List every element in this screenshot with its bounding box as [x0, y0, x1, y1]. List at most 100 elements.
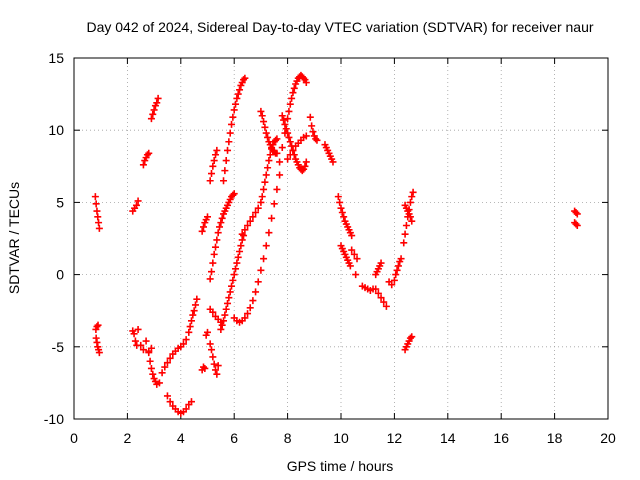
series-s8 — [147, 94, 162, 123]
series-s9 — [145, 295, 201, 388]
data-point — [394, 262, 402, 270]
data-point — [154, 94, 162, 102]
data-point — [408, 333, 416, 341]
data-point — [147, 364, 155, 372]
y-axis-label: SDTVAR / TECUs — [6, 182, 22, 294]
series-s10 — [163, 392, 195, 417]
data-point — [377, 259, 385, 267]
series-s11 — [198, 213, 211, 235]
data-point — [166, 354, 174, 362]
data-point — [406, 213, 414, 221]
data-point — [572, 209, 580, 217]
x-tick-label: 18 — [547, 430, 563, 446]
x-tick-label: 14 — [440, 430, 456, 446]
data-point — [284, 115, 292, 123]
data-point — [149, 370, 157, 378]
chart-title: Day 042 of 2024, Sidereal Day-to-day VTE… — [86, 19, 593, 35]
series-s2 — [92, 321, 102, 333]
data-point — [240, 76, 248, 84]
data-point — [190, 307, 198, 315]
series-s6 — [139, 149, 153, 169]
data-point — [346, 262, 354, 270]
series-s18 — [220, 74, 249, 185]
data-point — [406, 198, 414, 206]
data-point — [338, 209, 346, 217]
data-point — [348, 232, 356, 240]
data-point — [226, 288, 234, 296]
data-point — [290, 84, 298, 92]
data-point — [206, 275, 214, 283]
data-point — [289, 89, 297, 97]
series-s5 — [129, 325, 142, 349]
data-point — [573, 210, 581, 218]
data-point — [262, 242, 270, 250]
data-point — [272, 136, 280, 144]
data-point — [254, 204, 262, 212]
data-point — [337, 204, 345, 212]
data-point — [229, 113, 237, 121]
data-point — [199, 363, 207, 371]
x-tick-label: 6 — [230, 430, 238, 446]
data-point — [402, 222, 410, 230]
data-point — [241, 74, 249, 82]
data-point — [276, 171, 284, 179]
data-point — [246, 304, 254, 312]
data-point — [244, 222, 252, 230]
data-point — [201, 364, 209, 372]
data-point — [573, 222, 581, 230]
series-s22 — [276, 71, 310, 166]
data-point — [93, 338, 101, 346]
data-point — [353, 255, 361, 263]
series-s13 — [206, 146, 221, 185]
data-point — [224, 299, 232, 307]
data-point — [206, 340, 214, 348]
data-point — [236, 247, 244, 255]
data-point — [374, 289, 382, 297]
chart-grid — [74, 58, 608, 419]
data-point — [265, 157, 273, 165]
data-point — [209, 162, 217, 170]
series-s24 — [284, 132, 310, 163]
data-point — [280, 116, 288, 124]
data-point — [226, 129, 234, 137]
data-point — [234, 90, 242, 98]
data-point — [230, 190, 238, 198]
data-point — [187, 398, 195, 406]
data-point — [278, 144, 286, 152]
data-point — [289, 146, 297, 154]
series-s15 — [206, 340, 222, 378]
plot-frame — [73, 57, 609, 420]
x-tick-label: 8 — [284, 430, 292, 446]
data-point — [273, 149, 281, 157]
data-point — [210, 157, 218, 165]
data-point — [214, 229, 222, 237]
data-point — [302, 132, 310, 140]
series-s34 — [385, 255, 405, 289]
data-point — [284, 129, 292, 137]
data-point — [182, 336, 190, 344]
series-s3 — [92, 334, 103, 357]
data-point — [240, 232, 248, 240]
data-point — [278, 112, 286, 120]
data-point — [352, 271, 360, 279]
data-point — [252, 209, 260, 217]
data-point — [261, 123, 269, 131]
data-point — [408, 193, 416, 201]
data-point — [249, 213, 257, 221]
data-point — [273, 135, 281, 143]
data-point — [258, 193, 266, 201]
data-point — [146, 357, 154, 365]
data-point — [258, 112, 266, 120]
data-point — [388, 281, 396, 289]
data-point — [217, 219, 225, 227]
data-point — [182, 405, 190, 413]
data-point — [92, 334, 100, 342]
data-point — [285, 107, 293, 115]
data-point — [249, 297, 257, 305]
data-point — [372, 285, 380, 293]
data-point — [166, 398, 174, 406]
data-point — [252, 288, 260, 296]
data-point — [276, 158, 284, 166]
data-point — [92, 200, 100, 208]
y-tick-labels: -10 -5 0 5 10 15 — [44, 50, 64, 427]
